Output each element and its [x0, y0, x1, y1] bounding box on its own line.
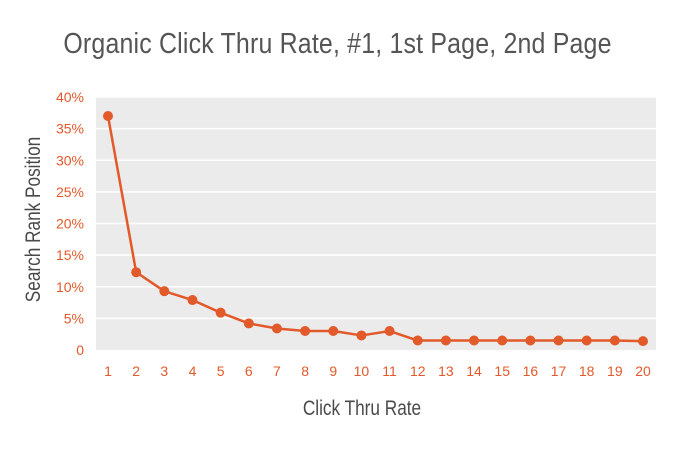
y-tick-label: 15% [56, 247, 84, 263]
data-point [638, 336, 648, 347]
data-point [581, 335, 592, 346]
data-point [412, 335, 423, 346]
data-point [243, 318, 254, 329]
data-point [384, 326, 395, 337]
x-tick-label: 15 [494, 363, 510, 379]
data-point [131, 267, 142, 278]
chart-title: Organic Click Thru Rate, #1, 1st Page, 2… [63, 28, 612, 60]
x-tick-label: 19 [607, 363, 623, 379]
x-tick-label: 14 [466, 363, 482, 379]
x-tick-label: 16 [523, 363, 539, 379]
x-tick-label: 2 [132, 363, 140, 379]
data-point [215, 307, 226, 318]
x-tick-label: 1 [104, 363, 112, 379]
y-tick-label: 25% [56, 184, 84, 200]
data-point [553, 335, 564, 346]
x-axis-label: Click Thru Rate [303, 398, 421, 421]
data-point [103, 110, 113, 121]
x-tick-label: 6 [245, 363, 253, 379]
data-point [159, 286, 170, 297]
x-tick-label: 17 [551, 363, 567, 379]
x-tick-label: 4 [189, 363, 197, 379]
x-tick-label: 5 [217, 363, 225, 379]
x-tick-label: 9 [329, 363, 337, 379]
gridlines [96, 96, 656, 320]
y-tick-label: 30% [56, 152, 84, 168]
y-tick-label: 20% [56, 216, 84, 232]
y-tick-label: 40% [56, 89, 84, 105]
x-tick-label: 13 [438, 363, 454, 379]
x-tick-label: 7 [273, 363, 281, 379]
data-point [440, 335, 451, 346]
y-axis-label: Search Rank Position [23, 137, 46, 302]
data-point [300, 326, 311, 337]
data-point [497, 335, 508, 346]
y-tick-label: 35% [56, 121, 84, 137]
data-point [525, 335, 536, 346]
data-point [328, 326, 339, 337]
x-tick-label: 10 [354, 363, 370, 379]
data-point [187, 295, 198, 306]
y-tick-label: 5% [64, 310, 84, 326]
series-points [103, 110, 648, 347]
y-axis-ticks: 0 5% 10% 15% 20% 25% 30% 35% 40% [56, 89, 84, 358]
x-tick-label: 18 [579, 363, 595, 379]
x-tick-label: 12 [410, 363, 426, 379]
x-tick-label: 3 [160, 363, 168, 379]
y-tick-label: 0 [76, 342, 84, 358]
x-axis-ticks: 1 2 3 4 5 6 7 8 9 10 11 12 13 14 15 16 17 18 19 20 [104, 363, 651, 379]
data-point [356, 330, 367, 341]
x-tick-label: 8 [301, 363, 309, 379]
data-point [469, 335, 480, 346]
x-tick-label: 20 [635, 363, 651, 379]
y-tick-label: 10% [56, 279, 84, 295]
data-point [271, 323, 282, 334]
x-tick-label: 11 [382, 363, 397, 379]
data-point [609, 335, 620, 346]
